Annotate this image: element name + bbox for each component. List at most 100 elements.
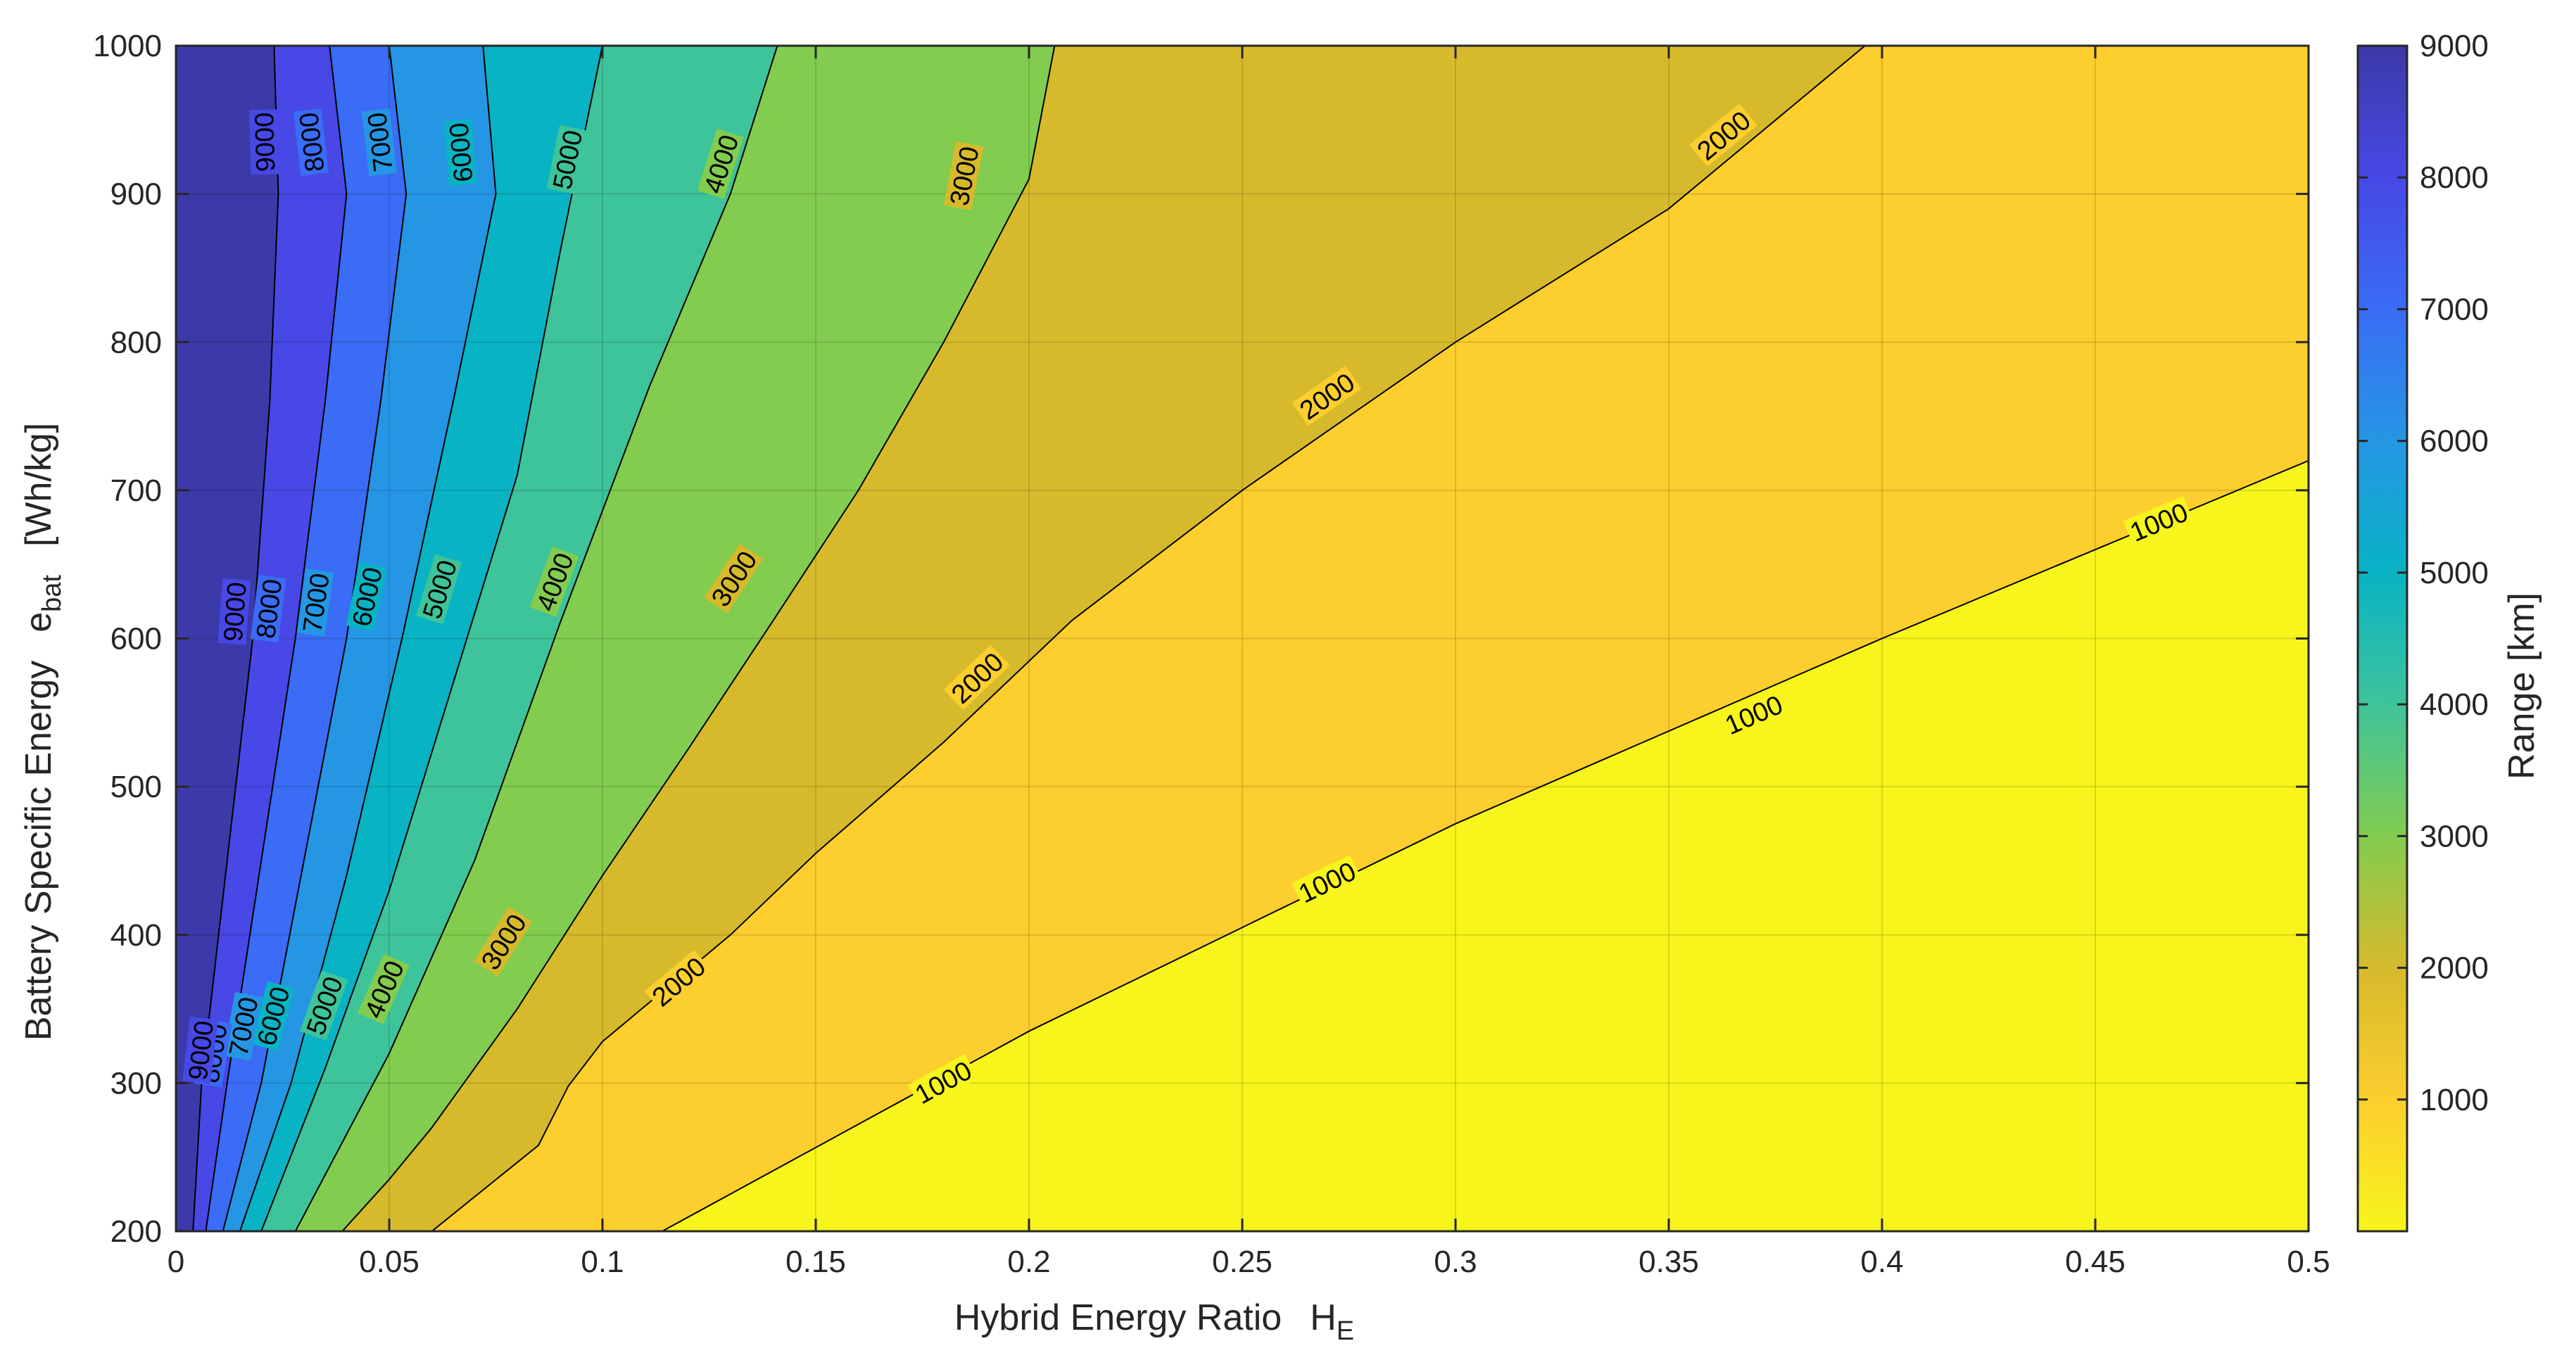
contour-line-3000 [341, 46, 1056, 1231]
contour-label-6000: 6000 [443, 119, 479, 186]
contour-label-bg [182, 1016, 218, 1084]
contour-label-bg [293, 108, 329, 177]
x-tick-label: 0.05 [359, 1245, 419, 1279]
colorbar-label: Range [km] [2501, 592, 2542, 780]
y-axis-unit: [Wh/kg] [18, 423, 59, 547]
contour-line-7000 [222, 46, 408, 1231]
y-axis-ticks: 200 300 400 500 600 700 800 900 1000 [93, 29, 2309, 1249]
contour-label-text: 9000 [250, 112, 281, 172]
colorbar-band [2358, 704, 2407, 837]
contour-label-bg [296, 568, 334, 637]
colorbar-tick-label: 7000 [2420, 292, 2489, 326]
colorbar-tick-label: 2000 [2420, 951, 2489, 986]
contour-label-bg [474, 906, 533, 977]
contour-label-9000: 9000 [182, 1016, 220, 1084]
y-tick-label: 1000 [93, 29, 162, 63]
contour-label-bg [644, 949, 712, 1013]
y-axis-symbol: e [18, 612, 59, 633]
contour-label-9000: 9000 [249, 109, 281, 175]
contour-label-bg [299, 970, 348, 1041]
y-axis-subscript: bat [37, 575, 67, 612]
colorbar-band [2358, 177, 2407, 310]
x-tick-label: 0.35 [1639, 1245, 1699, 1279]
colorbar-band [2358, 440, 2407, 573]
contour-label-bg [249, 109, 279, 175]
y-tick-label: 200 [111, 1214, 162, 1249]
x-tick-label: 0.15 [785, 1245, 846, 1279]
contour-label-bg [704, 543, 764, 614]
contour-label-bg [443, 119, 477, 186]
contour-label-8000: 8000 [250, 575, 288, 643]
colorbar-tick-label: 3000 [2420, 819, 2489, 853]
contour-label-bg [1718, 688, 1789, 740]
y-tick-label: 600 [111, 622, 162, 656]
contour-label-bg [1292, 855, 1363, 909]
y-tick-label: 400 [111, 918, 162, 953]
x-axis-subscript: E [1337, 1316, 1354, 1346]
contour-label-bg [361, 108, 398, 177]
contour-label-text: 8000 [294, 110, 330, 173]
colorbar-band [2358, 967, 2407, 1100]
contour-line-4000 [294, 46, 778, 1231]
y-tick-label: 300 [111, 1066, 162, 1100]
x-tick-label: 0.25 [1212, 1245, 1273, 1279]
y-axis-label-text: Battery Specific Energy [18, 661, 59, 1041]
x-tick-label: 0.5 [2287, 1245, 2330, 1279]
colorbar-bands [2358, 46, 2407, 1232]
contour-label-text: 7000 [362, 110, 398, 173]
contour-label-bg [697, 129, 744, 199]
contour-label-bg [2123, 496, 2195, 547]
contour-label-bg [1689, 103, 1757, 167]
colorbar-band [2358, 309, 2407, 442]
colorbar-ticks: 1000 2000 3000 4000 5000 6000 7000 8000 9000 [2358, 29, 2489, 1117]
contour-label-bg [346, 561, 388, 632]
colorbar-frame [2356, 44, 2408, 1233]
contour-label-9000: 9000 [217, 578, 253, 645]
contour-line-6000 [239, 46, 497, 1231]
contour-line-2000 [431, 46, 1866, 1231]
x-tick-label: 0.2 [1007, 1245, 1050, 1279]
contour-label-bg [943, 644, 1011, 711]
colorbar-tick-label: 9000 [2420, 29, 2489, 63]
band-1000 [662, 460, 2309, 1231]
x-tick-label: 0 [168, 1245, 184, 1279]
contour-label-bg [529, 546, 579, 617]
contour-label-bg [358, 953, 410, 1025]
y-tick-label: 700 [111, 474, 162, 508]
y-axis-label: Battery Specific Energy ebat [Wh/kg] [18, 423, 67, 1041]
contour-label-8000: 8000 [293, 108, 331, 177]
colorbar-band [2358, 1099, 2407, 1232]
contour-fills [176, 46, 2309, 1231]
contour-label-text: 9000 [219, 581, 253, 642]
contour-label-text: 6000 [444, 122, 479, 184]
x-axis-ticks: 0 0.05 0.1 0.15 0.2 0.25 0.3 0.35 0.4 0.45 0.5 [168, 46, 2330, 1279]
x-axis-label: Hybrid Energy Ratio HE [954, 1297, 1354, 1346]
contour-line-8000 [205, 46, 348, 1231]
contour-label-bg [217, 578, 251, 645]
contour-label-bg [546, 125, 588, 194]
colorbar-tick-label: 8000 [2420, 160, 2489, 195]
contour-line-1000 [662, 459, 2309, 1231]
x-tick-label: 0.4 [1860, 1245, 1903, 1279]
contour-label-5000: 5000 [546, 125, 589, 194]
contour-label-7000: 7000 [361, 108, 399, 177]
colorbar-band [2358, 46, 2407, 178]
contour-label-bg [251, 981, 295, 1051]
colorbar-band [2358, 572, 2407, 705]
contour-label-text: 9000 [184, 1019, 220, 1082]
contour-label-bg [907, 1054, 978, 1110]
colorbar-tick-label: 6000 [2420, 424, 2489, 459]
y-tick-label: 800 [111, 325, 162, 360]
x-axis-label-text: Hybrid Energy Ratio [954, 1297, 1282, 1338]
y-tick-label: 900 [111, 177, 162, 212]
x-axis-symbol: H [1310, 1297, 1337, 1338]
colorbar-tick-label: 1000 [2420, 1083, 2489, 1117]
contour-label-bg [222, 991, 263, 1061]
contour-line-5000 [260, 46, 603, 1231]
colorbar-tick-label: 4000 [2420, 687, 2489, 722]
contour-label-bg [1292, 365, 1362, 426]
contour-label-bg [943, 141, 984, 210]
y-tick-label: 500 [111, 770, 162, 804]
x-tick-label: 0.1 [581, 1245, 624, 1279]
